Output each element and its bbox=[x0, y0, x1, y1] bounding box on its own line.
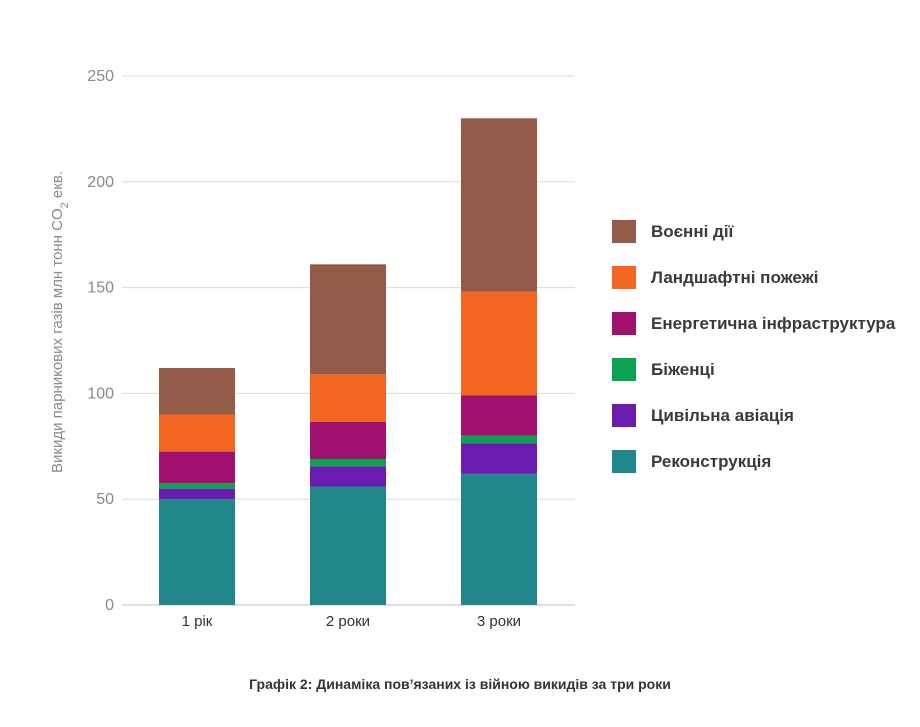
bar-segment bbox=[159, 451, 235, 484]
legend-swatch bbox=[612, 450, 636, 473]
bar-segment bbox=[159, 483, 235, 489]
bar-segment bbox=[310, 264, 386, 375]
y-tick-label: 0 bbox=[105, 597, 114, 614]
legend-label: Цивільна авіація bbox=[651, 405, 794, 425]
legend-swatch bbox=[612, 266, 636, 289]
bar-segment bbox=[461, 473, 537, 605]
y-tick-label: 250 bbox=[87, 68, 114, 85]
y-tick-label: 50 bbox=[96, 491, 114, 508]
legend-label: Воєнні дії bbox=[651, 221, 734, 241]
bar-segment bbox=[159, 488, 235, 500]
chart-legend: Воєнні дії Ландшафтні пожежі Енергетична… bbox=[612, 220, 895, 496]
legend-item-military: Воєнні дії bbox=[612, 220, 895, 243]
legend-item-reconstruction: Реконструкція bbox=[612, 450, 895, 473]
legend-item-aviation: Цивільна авіація bbox=[612, 404, 895, 427]
y-tick-label: 150 bbox=[87, 280, 114, 297]
legend-label: Енергетична інфраструктура bbox=[651, 313, 896, 333]
y-tick-label: 100 bbox=[87, 385, 114, 402]
legend-item-fires: Ландшафтні пожежі bbox=[612, 266, 895, 289]
bar-segment bbox=[461, 291, 537, 396]
bar-segment bbox=[310, 421, 386, 459]
bar-segment bbox=[310, 458, 386, 467]
legend-swatch bbox=[612, 312, 636, 335]
x-tick-label: 1 рік bbox=[182, 613, 213, 630]
bar-segment bbox=[310, 374, 386, 422]
bar-segment bbox=[461, 435, 537, 444]
bar-segment bbox=[159, 368, 235, 415]
bar-segment bbox=[461, 118, 537, 292]
legend-swatch bbox=[612, 358, 636, 381]
legend-label: Реконструкція bbox=[651, 451, 772, 471]
x-tick-labels: 1 рік 2 роки 3 роки bbox=[182, 613, 521, 630]
x-tick-label: 3 роки bbox=[477, 613, 521, 630]
figure-caption: Графік 2: Динаміка пов’язаних із війною … bbox=[249, 676, 671, 692]
bar-segment bbox=[310, 466, 386, 487]
bar-segment bbox=[461, 395, 537, 436]
legend-swatch bbox=[612, 220, 636, 243]
y-tick-labels: 0 50 100 150 200 250 bbox=[87, 68, 114, 614]
bar-segment bbox=[159, 414, 235, 452]
bar-segment bbox=[461, 443, 537, 474]
legend-item-refugees: Біженці bbox=[612, 358, 895, 381]
legend-label: Ландшафтні пожежі bbox=[651, 267, 819, 287]
y-axis-label: Викиди парникових газів млн тонн CO2 екв… bbox=[49, 171, 71, 473]
x-tick-label: 2 роки bbox=[326, 613, 370, 630]
legend-swatch bbox=[612, 404, 636, 427]
y-tick-label: 200 bbox=[87, 174, 114, 191]
legend-item-energy: Енергетична інфраструктура bbox=[612, 312, 895, 335]
legend-label: Біженці bbox=[651, 359, 715, 379]
bar-segment bbox=[159, 499, 235, 605]
bars bbox=[159, 118, 537, 605]
bar-segment bbox=[310, 486, 386, 605]
